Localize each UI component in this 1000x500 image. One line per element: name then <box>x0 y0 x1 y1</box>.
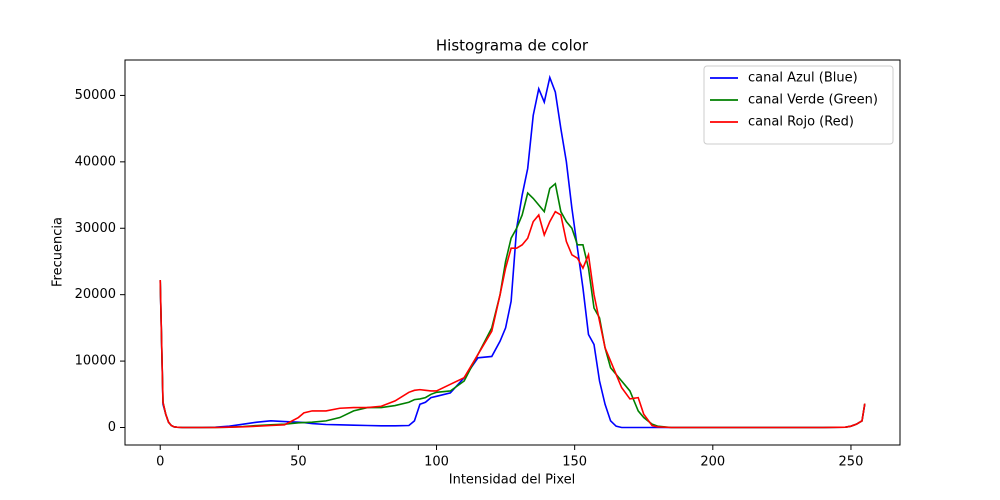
x-tick-label: 100 <box>424 455 449 470</box>
legend-label: canal Azul (Blue) <box>748 71 858 86</box>
series-line <box>159 210 866 429</box>
x-tick-label: 250 <box>839 455 864 470</box>
legend-box <box>703 65 894 145</box>
y-tick-label: 30000 <box>75 221 116 236</box>
y-tick-label: 20000 <box>75 287 116 302</box>
plot-frame <box>124 59 901 446</box>
chart-title: Histograma de color <box>436 37 589 55</box>
y-tick-label: 40000 <box>75 154 116 169</box>
y-tick-label: 10000 <box>75 354 116 369</box>
x-tick-label: 50 <box>290 455 307 470</box>
x-tick-label: 0 <box>156 455 164 470</box>
y-tick-label: 0 <box>108 420 116 435</box>
x-tick-label: 200 <box>700 455 725 470</box>
y-tick-label: 50000 <box>75 88 116 103</box>
x-tick-label: 150 <box>562 455 587 470</box>
x-axis-label: Intensidad del Pixel <box>449 473 575 488</box>
legend-label: canal Verde (Green) <box>748 93 878 108</box>
series-line <box>159 74 866 429</box>
y-axis-label: Frecuencia <box>51 217 66 287</box>
legend-label: canal Rojo (Red) <box>748 115 854 130</box>
